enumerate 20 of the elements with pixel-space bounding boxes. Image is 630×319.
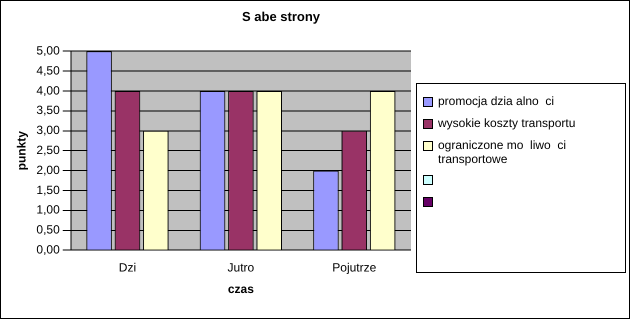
y-tick-label: 0,50 xyxy=(36,222,60,237)
x-tick-label: Pojutrze xyxy=(332,260,377,275)
y-tick-label: 5,00 xyxy=(36,44,60,58)
y-tick-label: 4,00 xyxy=(36,83,60,98)
y-tick-label: 2,00 xyxy=(36,162,60,177)
y-tick-label: 0,00 xyxy=(36,242,60,257)
x-tick-label: Jutro xyxy=(228,260,255,275)
y-tick-label: 4,50 xyxy=(36,63,60,78)
y-axis-title: punkty xyxy=(14,130,29,170)
legend-label: wysokie koszty transportu xyxy=(438,116,576,130)
x-axis-title: czas xyxy=(228,282,254,296)
y-tick-label: 2,50 xyxy=(36,143,60,158)
legend-label: ograniczone mo liwo ci transportowe xyxy=(438,138,568,166)
y-tick-label: 3,50 xyxy=(36,103,60,118)
chart-title: S abe strony xyxy=(240,9,322,24)
y-tick-label: 3,00 xyxy=(36,123,60,138)
y-tick-label: 1,50 xyxy=(36,182,60,197)
legend-label: promocja dzia alno ci xyxy=(438,94,554,108)
x-tick-label: Dzi xyxy=(118,260,136,275)
y-tick-label: 1,00 xyxy=(36,202,60,217)
